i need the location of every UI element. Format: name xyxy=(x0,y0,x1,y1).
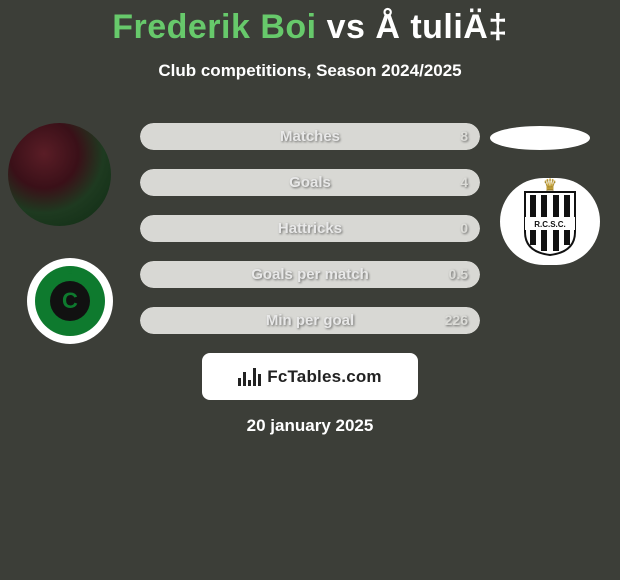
stat-row: Min per goal226 xyxy=(140,307,480,334)
stat-value-right: 0 xyxy=(460,215,468,242)
club-right-shield-icon: R.C.S.C. xyxy=(520,187,580,257)
stat-label: Min per goal xyxy=(140,307,480,334)
stat-label: Matches xyxy=(140,123,480,150)
stat-row: Matches8 xyxy=(140,123,480,150)
crown-icon: ♛ xyxy=(543,175,557,195)
club-left-letter: C xyxy=(50,281,90,321)
stat-row: Hattricks0 xyxy=(140,215,480,242)
stat-value-right: 4 xyxy=(460,169,468,196)
player-right-avatar xyxy=(490,126,590,150)
stats-container: Matches8Goals4Hattricks0Goals per match0… xyxy=(140,123,480,334)
badge-text: FcTables.com xyxy=(267,367,382,387)
stat-label: Goals xyxy=(140,169,480,196)
club-left-crest: ♛ C xyxy=(27,258,113,344)
club-right-text: R.C.S.C. xyxy=(534,220,566,229)
crown-icon: ♛ xyxy=(65,264,75,277)
player-left-avatar xyxy=(8,123,111,226)
bar-chart-icon xyxy=(238,368,261,386)
subtitle: Club competitions, Season 2024/2025 xyxy=(0,61,620,81)
stat-row: Goals4 xyxy=(140,169,480,196)
stat-label: Goals per match xyxy=(140,261,480,288)
title-right: Å tuliÄ‡ xyxy=(375,8,507,46)
stat-value-right: 8 xyxy=(460,123,468,150)
stat-row: Goals per match0.5 xyxy=(140,261,480,288)
title-left: Frederik Boi xyxy=(112,8,316,46)
stat-value-right: 0.5 xyxy=(449,261,468,288)
date-text: 20 january 2025 xyxy=(0,416,620,436)
title-vs: vs xyxy=(327,8,376,46)
stat-value-right: 226 xyxy=(445,307,468,334)
fctables-badge: FcTables.com xyxy=(202,353,418,400)
page-title: Frederik Boi vs Å tuliÄ‡ xyxy=(0,0,620,47)
club-right-crest: ♛ R.C.S.C. xyxy=(500,178,600,265)
stat-label: Hattricks xyxy=(140,215,480,242)
